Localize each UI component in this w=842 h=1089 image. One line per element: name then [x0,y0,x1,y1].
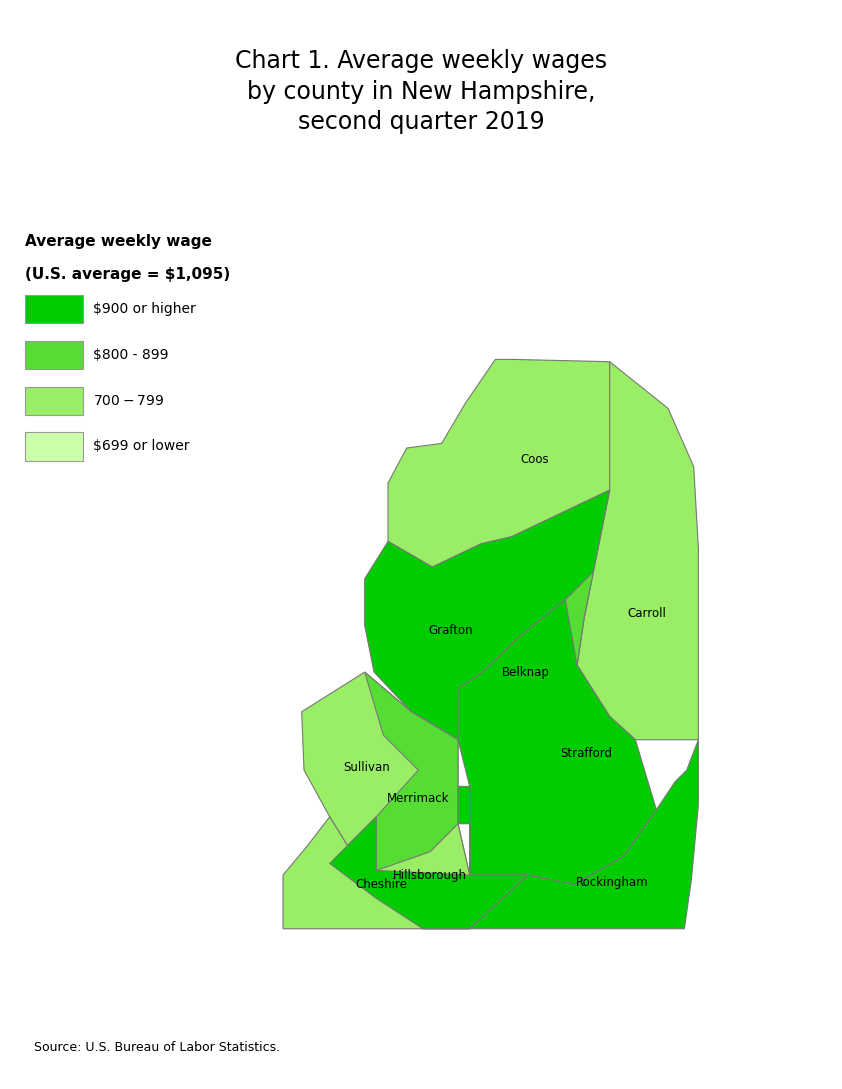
Text: Strafford: Strafford [561,747,612,760]
Text: $800 - 899: $800 - 899 [93,348,168,362]
Polygon shape [577,362,698,739]
Text: $700 - $799: $700 - $799 [93,394,163,407]
Polygon shape [330,786,528,929]
Text: $699 or lower: $699 or lower [93,440,189,453]
Polygon shape [330,672,470,929]
Text: Merrimack: Merrimack [387,792,450,805]
Text: Belknap: Belknap [502,665,550,678]
Text: Source: U.S. Bureau of Labor Statistics.: Source: U.S. Bureau of Labor Statistics. [34,1041,280,1054]
Text: Carroll: Carroll [627,608,667,621]
Text: Cheshire: Cheshire [355,878,407,891]
Text: (U.S. average = $1,095): (U.S. average = $1,095) [25,267,231,282]
Text: Hillsborough: Hillsborough [393,869,467,882]
Text: Chart 1. Average weekly wages
by county in New Hampshire,
second quarter 2019: Chart 1. Average weekly wages by county … [235,49,607,134]
Text: Rockingham: Rockingham [576,876,648,889]
Polygon shape [470,739,698,929]
Polygon shape [301,672,458,870]
Polygon shape [365,490,610,739]
Text: Coos: Coos [520,453,549,466]
Polygon shape [458,572,594,739]
Text: Grafton: Grafton [429,624,473,637]
Text: Average weekly wage: Average weekly wage [25,234,212,249]
Polygon shape [388,359,610,567]
Text: Sullivan: Sullivan [344,761,391,774]
Polygon shape [283,817,470,929]
Polygon shape [458,600,657,884]
Text: $900 or higher: $900 or higher [93,303,195,316]
